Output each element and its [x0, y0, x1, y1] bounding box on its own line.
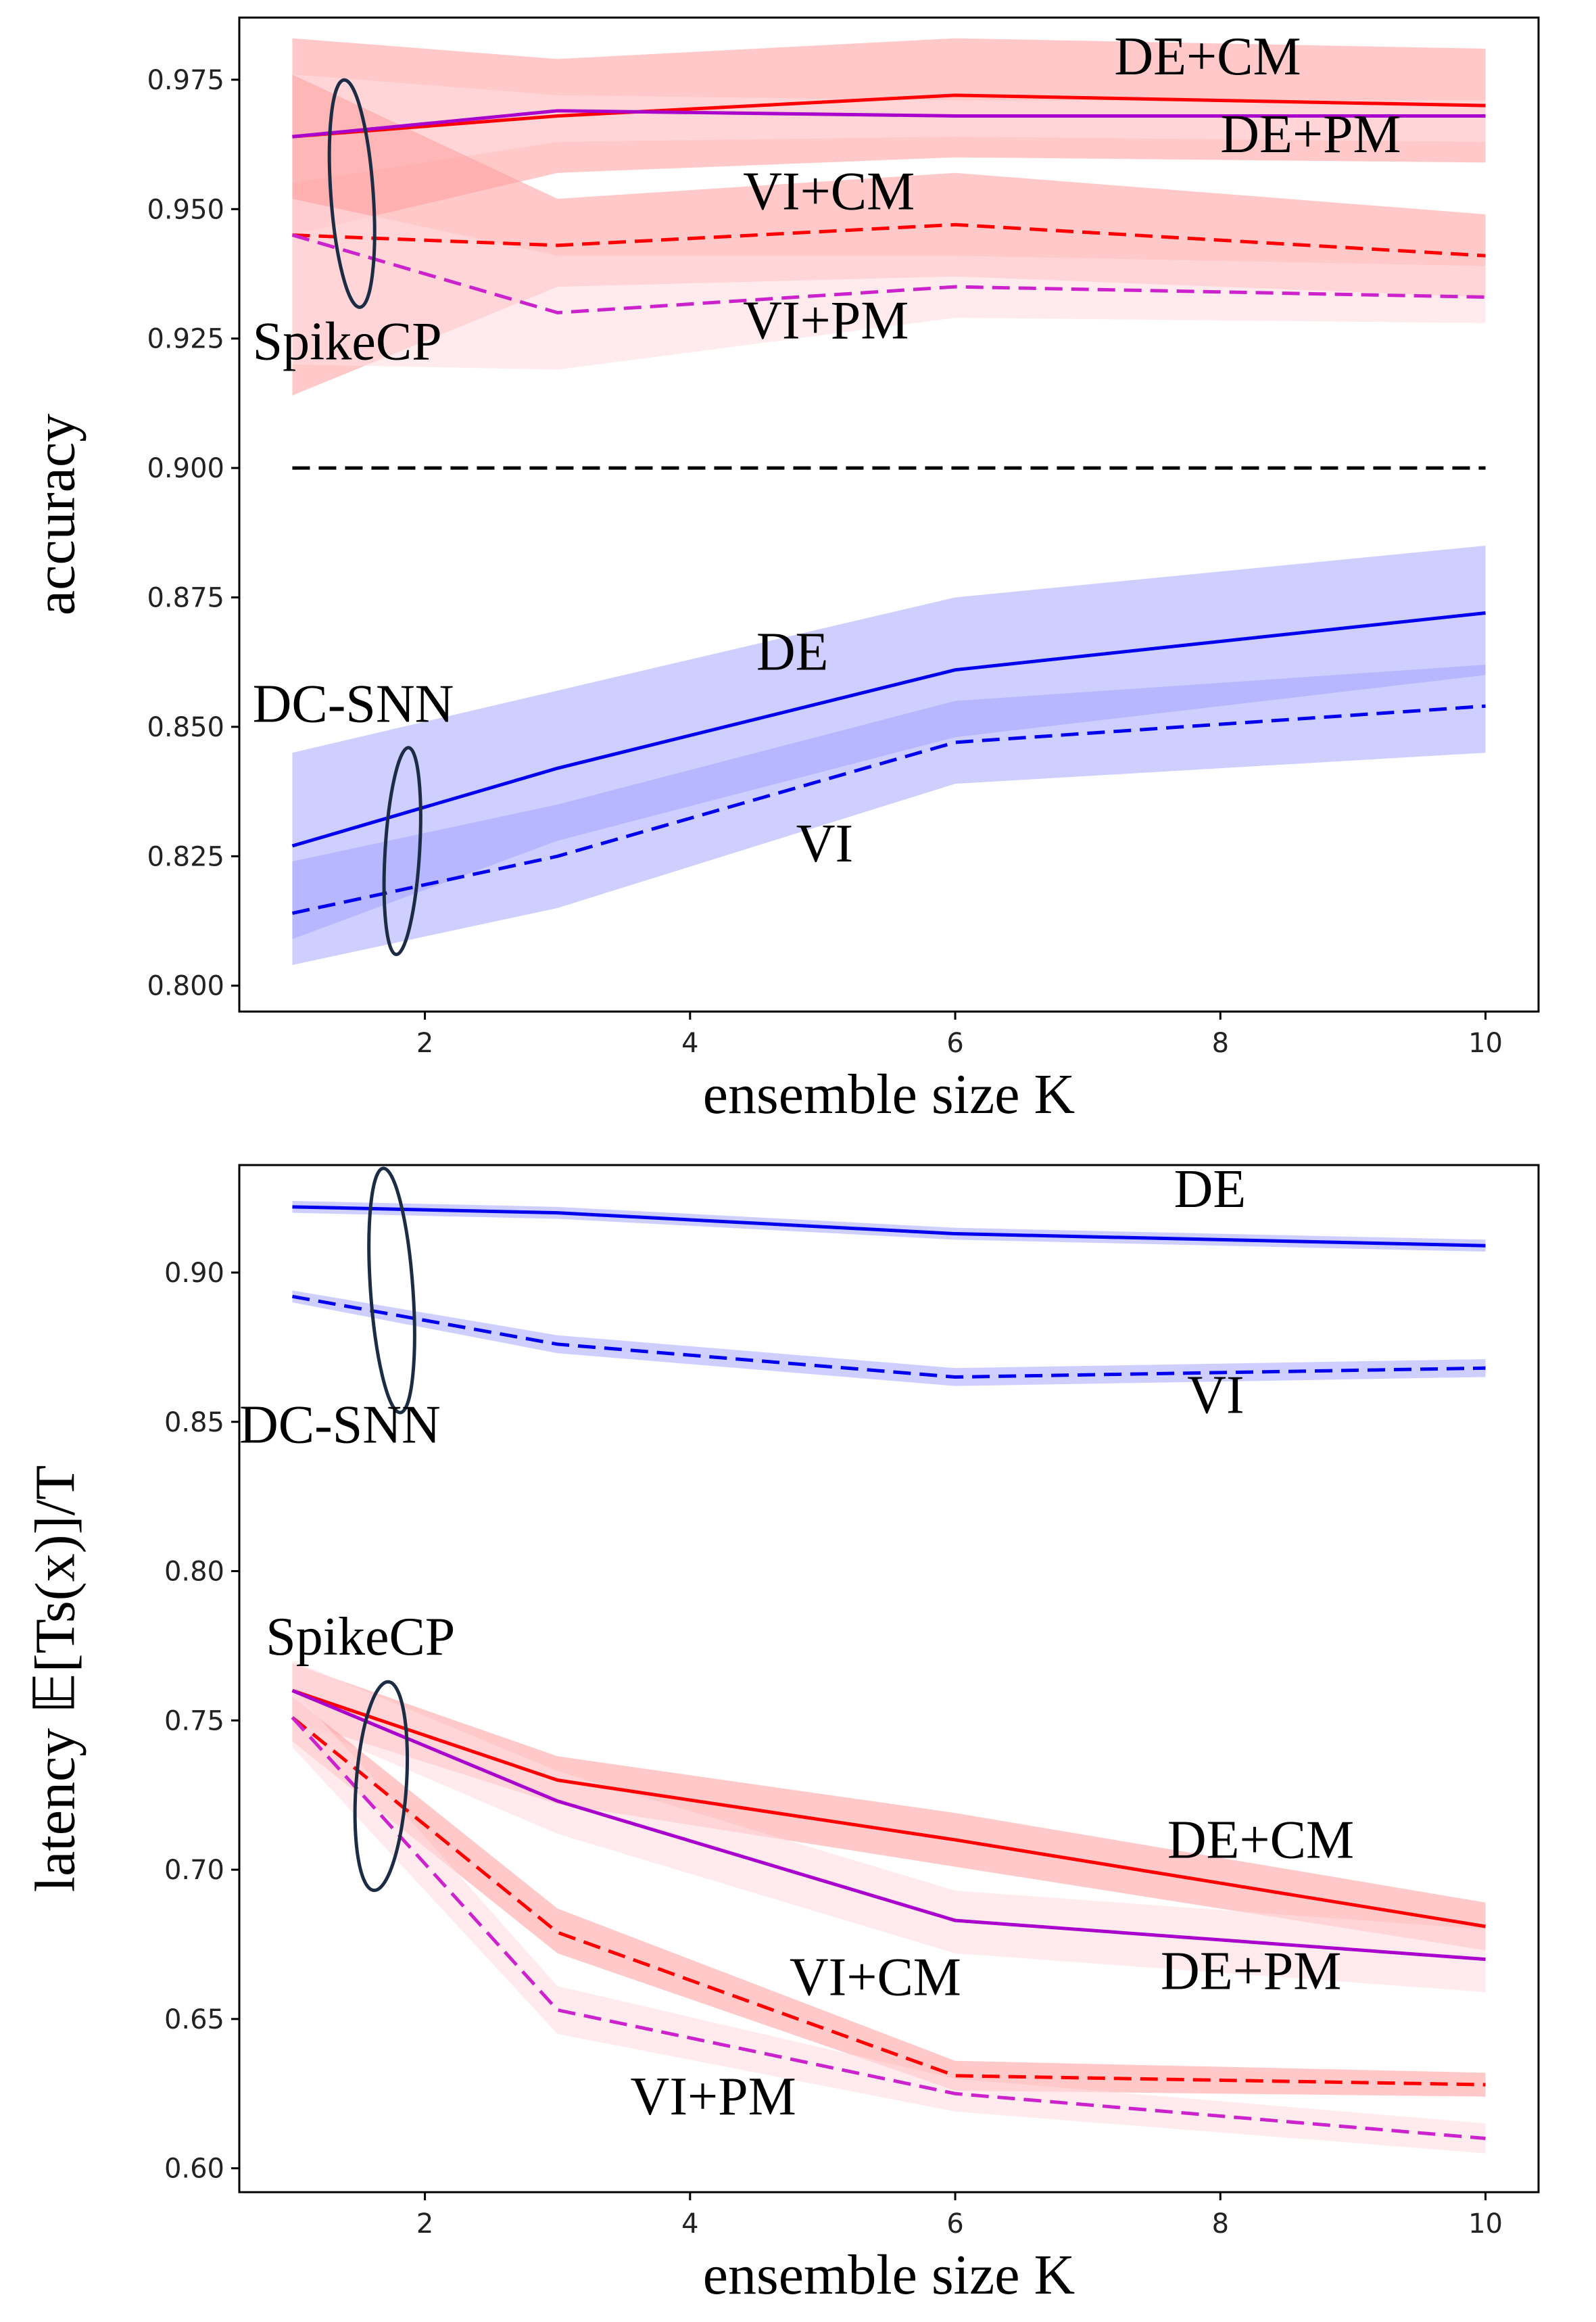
x-axis-title: ensemble size K — [703, 2244, 1075, 2306]
annotation-de-pm: DE+PM — [1220, 105, 1401, 164]
annotation-de-cm: DE+CM — [1114, 27, 1301, 87]
y-tick-label: 0.75 — [164, 1705, 224, 1736]
x-axis-title: ensemble size K — [703, 1063, 1075, 1126]
annotation-spikecp: SpikeCP — [253, 312, 442, 371]
y-axis-title: accuracy — [24, 414, 87, 615]
series-line-de-cm — [292, 93, 1486, 139]
series-line-vi-cm — [292, 222, 1486, 258]
x-tick-label: 2 — [416, 1028, 433, 1059]
x-tick-label: 4 — [681, 1028, 698, 1059]
accuracy-panel: 2 4 6 8 10 0.800 0.825 0.850 0.875 0.900 0.925 0.95… — [24, 16, 1540, 1126]
y-tick-label: 0.950 — [147, 194, 224, 225]
series-line-de-pm — [291, 1688, 1486, 1962]
series-line-vi-pm — [291, 1716, 1486, 2141]
band-vi — [292, 665, 1486, 966]
y-tick-label: 0.80 — [164, 1557, 224, 1588]
annotation-vi-pm: VI+PM — [743, 291, 909, 351]
x-tick-label: 6 — [946, 2208, 963, 2240]
series-line-de — [291, 611, 1486, 848]
y-tick-label: 0.875 — [147, 583, 224, 614]
grouping-ellipse-dc-snn — [382, 746, 422, 957]
series-line-vi-pm — [291, 233, 1486, 314]
annotation-spikecp: SpikeCP — [266, 1607, 455, 1667]
x-tick-label: 10 — [1468, 2208, 1503, 2240]
series-line-vi-cm — [291, 1715, 1486, 2087]
annotation-vi: VI — [1187, 1366, 1244, 1425]
annotation-dc-snn: DC-SNN — [239, 1396, 441, 1455]
y-tick-label: 0.925 — [147, 324, 224, 355]
band-de — [292, 1200, 1486, 1252]
band-vi-pm — [292, 198, 1486, 370]
band-de-pm — [292, 1661, 1486, 1993]
y-tick-label: 0.85 — [164, 1407, 224, 1438]
y-tick-label: 0.900 — [147, 453, 224, 484]
x-tick-label: 4 — [681, 2208, 698, 2240]
y-tick-label: 0.65 — [164, 2004, 224, 2035]
band-de-pm — [292, 74, 1486, 183]
annotation-dc-snn: DC-SNN — [253, 674, 454, 734]
annotation-de: DE — [756, 623, 829, 682]
grouping-ellipse-dc-snn — [367, 1166, 416, 1415]
grouping-ellipse-spikecp — [353, 1680, 410, 1893]
plot-frame — [238, 1164, 1540, 2194]
y-tick-label: 0.850 — [147, 712, 224, 743]
x-tick-label: 2 — [416, 2208, 433, 2240]
y-tick-label: 0.975 — [147, 65, 224, 96]
y-axis-title: latency 𝔼[Ts(x)]/T — [24, 1465, 87, 1892]
y-tick-label: 0.70 — [164, 1855, 224, 1886]
y-tick-label: 0.825 — [147, 841, 224, 872]
annotation-vi-pm: VI+PM — [631, 2067, 796, 2127]
series-line-de-pm — [292, 109, 1486, 139]
band-vi-cm — [292, 74, 1486, 396]
band-vi — [292, 1290, 1486, 1386]
grouping-ellipse-spikecp — [327, 78, 377, 309]
series-line-de — [292, 1205, 1486, 1248]
series-line-vi — [291, 704, 1486, 915]
annotation-de: DE — [1174, 1160, 1247, 1219]
x-tick-label: 8 — [1212, 2208, 1229, 2240]
annotation-vi: VI — [796, 814, 853, 874]
latency-panel: 2 4 6 8 10 0.60 0.65 0.70 0.75 0.80 0.85 0.90 ensemb… — [24, 1160, 1540, 2306]
annotation-vi-cm: VI+CM — [743, 162, 915, 221]
annotation-de-pm: DE+PM — [1161, 1942, 1341, 2001]
y-tick-label: 0.800 — [147, 971, 224, 1002]
x-tick-label: 8 — [1212, 1028, 1229, 1059]
series-line-de-cm — [291, 1688, 1486, 1928]
band-vi-pm — [292, 1687, 1486, 2154]
band-vi-cm — [292, 1696, 1486, 2097]
series-line-vi — [292, 1294, 1486, 1379]
y-tick-label: 0.60 — [164, 2154, 224, 2185]
annotation-vi-cm: VI+CM — [790, 1948, 961, 2008]
plot-frame — [238, 16, 1540, 1013]
x-tick-label: 10 — [1468, 1028, 1503, 1059]
x-tick-label: 6 — [946, 1028, 963, 1059]
annotation-de-cm: DE+CM — [1167, 1810, 1354, 1870]
y-tick-label: 0.90 — [164, 1258, 224, 1289]
